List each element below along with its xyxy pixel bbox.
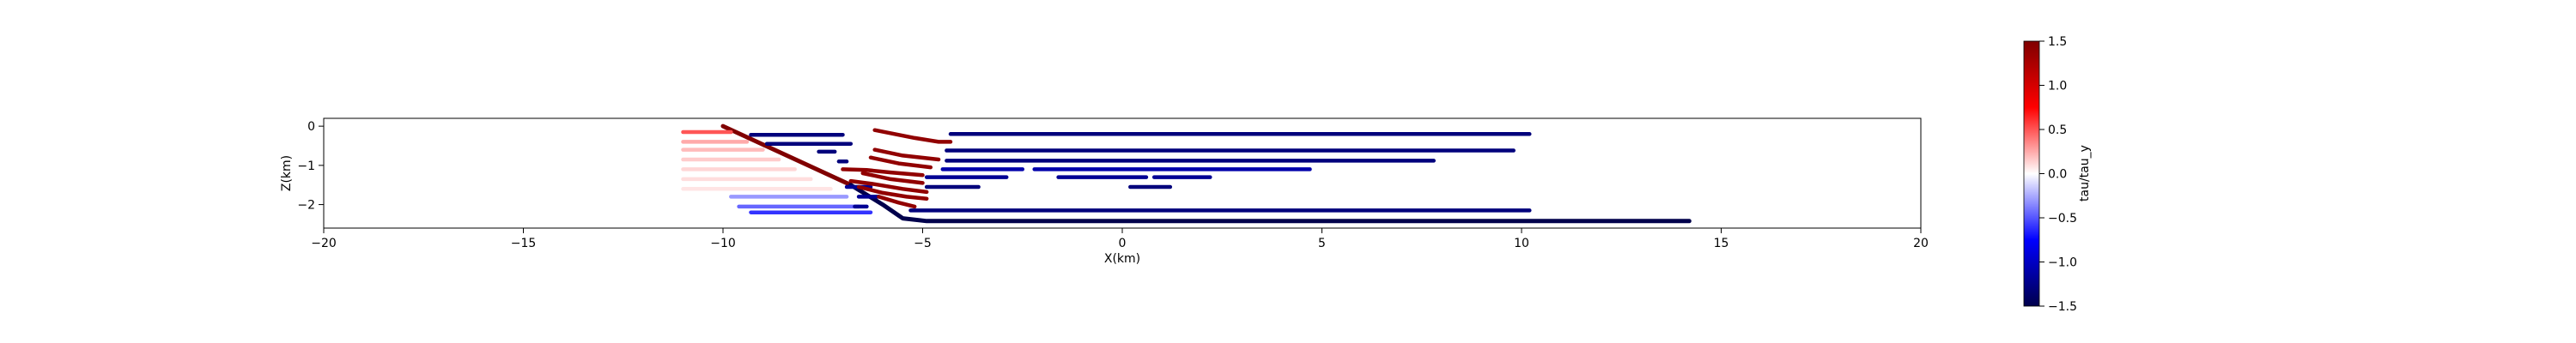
y-axis-label: Z(km) <box>280 155 294 191</box>
x-tick-label: −15 <box>511 237 537 250</box>
x-axis-ticks: −20 −15 −10 −5 0 5 10 15 20 <box>311 228 1929 250</box>
fault-segment-main-fault-upper <box>720 123 854 188</box>
data-layer <box>681 123 1692 224</box>
colorbar-tick-label: 1.5 <box>2048 35 2067 49</box>
colorbar-label: tau/tau_y <box>2078 145 2092 202</box>
x-tick-label: 5 <box>1318 237 1326 250</box>
colorbar-tick-label: −1.0 <box>2048 256 2077 270</box>
fault-segment-red-splay-7 <box>856 184 929 201</box>
colorbar-ticks: 1.5 1.0 0.5 0.0 −0.5 −1.0 −1.5 <box>2039 35 2077 314</box>
fault-segment-red-splay-3 <box>868 155 933 170</box>
x-tick-label: 15 <box>1714 237 1729 250</box>
fault-segment-red-splay-8 <box>877 195 917 209</box>
x-tick-label: 10 <box>1514 237 1529 250</box>
colorbar-tick-label: −0.5 <box>2048 212 2077 226</box>
y-tick-label: 0 <box>307 120 315 134</box>
y-tick-label: −2 <box>297 199 315 213</box>
colorbar <box>2023 40 2040 307</box>
x-tick-label: −10 <box>710 237 736 250</box>
x-tick-label: −20 <box>311 237 337 250</box>
colorbar-tick-label: 1.0 <box>2048 80 2067 93</box>
colorbar-tick-label: −1.5 <box>2048 300 2077 314</box>
fault-segment-red-splay-1 <box>872 128 953 144</box>
x-axis-label: X(km) <box>1104 252 1140 266</box>
colorbar-tick-label: 0.0 <box>2048 168 2067 182</box>
colorbar-tick-label: 0.5 <box>2048 123 2067 137</box>
fault-segment-red-splay-4 <box>841 167 925 178</box>
y-tick-label: −1 <box>297 159 315 173</box>
fault-segment-red-splay-6 <box>848 178 929 195</box>
x-tick-label: 20 <box>1913 237 1929 250</box>
y-axis-ticks: 0 −1 −2 <box>297 120 324 213</box>
x-tick-label: −5 <box>914 237 932 250</box>
x-tick-label: 0 <box>1119 237 1127 250</box>
fault-segment-main-fault-lower <box>848 183 1692 224</box>
fault-segment-red-splay-2 <box>872 147 941 162</box>
fault-segment-red-splay-5 <box>860 171 925 185</box>
